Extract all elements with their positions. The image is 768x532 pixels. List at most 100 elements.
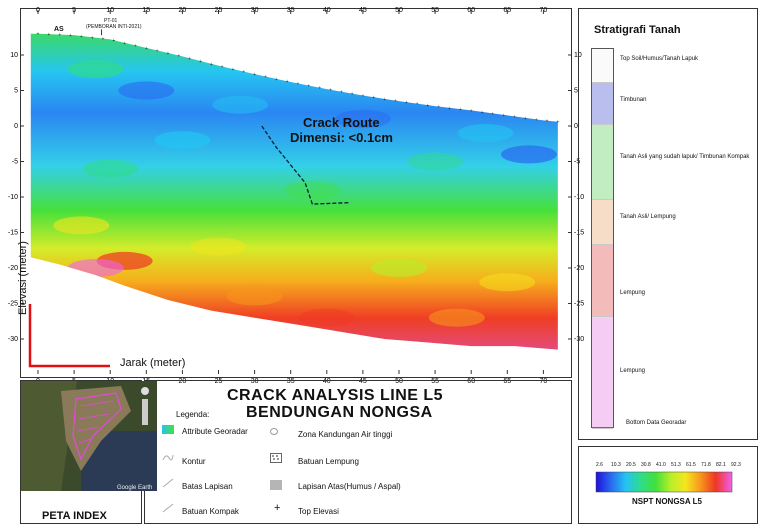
- peta-index-map: Google Earth: [21, 381, 157, 491]
- top-elevation-marker: +: [102, 37, 105, 43]
- strat-label-0: Top Soil/Humus/Tanah Lapuk: [620, 56, 699, 62]
- top-elevation-marker: +: [199, 59, 202, 65]
- legend-label: Attribute Georadar: [182, 427, 248, 436]
- texture-blob: [118, 81, 175, 100]
- top-elevation-marker: +: [318, 86, 321, 92]
- map-watermark: Google Earth: [117, 485, 152, 491]
- legend-label: Zona Kandungan Air tinggi: [298, 430, 393, 439]
- y-tick-label-left: 5: [14, 88, 18, 95]
- stratigrafi-layer: [592, 317, 613, 429]
- top-elevation-marker: +: [134, 43, 137, 49]
- y-tick-label-right: -25: [574, 301, 584, 308]
- colorbar-panel: [578, 446, 758, 524]
- texture-blob: [212, 95, 269, 114]
- top-elevation-marker: +: [535, 117, 538, 123]
- x-tick-label-bottom: 45: [359, 378, 367, 385]
- colorbar-tick-label: 41.0: [656, 462, 666, 468]
- x-tick-label-top: 50: [395, 7, 403, 14]
- texture-blob: [298, 308, 355, 327]
- top-elevation-marker: +: [264, 75, 267, 81]
- y-tick-label-right: 5: [574, 88, 578, 95]
- colorbar-tick-label: 30.8: [641, 462, 651, 468]
- colorbar-tick-label: 2.6: [596, 462, 603, 468]
- colorbar-title: NSPT NONGSA L5: [632, 497, 702, 506]
- y-tick-label-right: -15: [574, 230, 584, 237]
- legend-title: Legenda:: [176, 410, 210, 419]
- top-elevation-marker: +: [145, 46, 148, 52]
- line-start-label: AS: [54, 26, 64, 33]
- y-tick-label-left: 0: [14, 123, 18, 130]
- stratigrafi-panel: [578, 8, 758, 440]
- y-tick-label-left: -20: [8, 265, 18, 272]
- legend-label: Top Elevasi: [298, 507, 339, 516]
- colorbar-tick-label: 51.3: [671, 462, 681, 468]
- plus-icon: +: [274, 502, 281, 514]
- top-elevation-marker: +: [242, 70, 245, 76]
- texture-blob: [457, 124, 514, 143]
- crack-dimension-label: Dimensi: <0.1cm: [290, 130, 393, 145]
- x-tick-label-bottom: 60: [467, 378, 475, 385]
- y-axis-label: Elevasi (meter): [17, 241, 29, 315]
- legend-label: Lapisan Atas(Humus / Aspal): [298, 482, 401, 491]
- texture-blob: [226, 287, 283, 306]
- texture-blob: [371, 259, 427, 277]
- top-elevation-marker: +: [112, 38, 115, 44]
- y-tick-label-right: -5: [574, 159, 580, 166]
- peta-index-label: PETA INDEX: [42, 510, 107, 522]
- chart-subtitle: BENDUNGAN NONGSA: [246, 404, 433, 421]
- texture-blob: [154, 131, 211, 150]
- x-tick-label-top: 25: [215, 7, 223, 14]
- colorbar-tick-label: 61.5: [686, 462, 696, 468]
- stratigrafi-title: Stratigrafi Tanah: [594, 24, 681, 36]
- crack-route-line: [261, 125, 349, 205]
- x-tick-label-top: 65: [503, 7, 511, 14]
- clay-rock-icon: [270, 453, 282, 463]
- x-tick-label-top: 10: [106, 7, 114, 14]
- scale-bar: [28, 304, 110, 368]
- top-elevation-marker: +: [286, 79, 289, 85]
- top-elevation-marker: +: [351, 92, 354, 98]
- strat-bottom-label: Bottom Data Georadar: [626, 420, 687, 426]
- y-tick-label-left: -15: [8, 230, 18, 237]
- stratigrafi-layer: [592, 49, 613, 83]
- texture-blob: [67, 259, 124, 277]
- texture-blob: [53, 216, 110, 235]
- borehole-note: (PEMBORAN INTI-2021): [86, 24, 142, 30]
- strat-label-2: Tanah Asli yang sudah lapuk/ Timbunan Ko…: [620, 154, 750, 160]
- texture-blob: [334, 109, 391, 128]
- top-elevation-marker: +: [69, 33, 72, 39]
- top-elevation-marker: +: [47, 32, 50, 38]
- y-tick-label-left: -5: [12, 159, 18, 166]
- top-elevation-marker: +: [513, 114, 516, 120]
- top-elevation-marker: +: [37, 32, 40, 38]
- top-elevation-marker: +: [329, 88, 332, 94]
- top-elevation-marker: +: [177, 54, 180, 60]
- y-tick-label-left: -25: [8, 301, 18, 308]
- x-tick-label-bottom: 35: [287, 378, 295, 385]
- top-elevation-marker: +: [296, 81, 299, 87]
- water-zone-icon: [270, 428, 278, 435]
- y-tick-label-right: 10: [574, 52, 582, 59]
- top-elevation-marker: +: [394, 99, 397, 105]
- x-tick-label-top: 35: [287, 7, 295, 14]
- x-tick-label-top: 20: [179, 7, 187, 14]
- texture-blob: [428, 308, 485, 327]
- x-tick-label-top: 0: [36, 7, 40, 14]
- top-elevation-marker: +: [275, 77, 278, 83]
- compact-rock-icon: [162, 503, 174, 513]
- strat-label-3: Tanah Asli/ Lempung: [620, 214, 676, 220]
- top-elevation-marker: +: [123, 41, 126, 47]
- top-elevation-marker: +: [91, 35, 94, 41]
- legend-label: Batuan Kompak: [182, 507, 239, 516]
- top-elevation-marker: +: [372, 95, 375, 101]
- y-tick-label-left: -10: [8, 194, 18, 201]
- top-elevation-marker: +: [361, 93, 364, 99]
- legend-label: Kontur: [182, 457, 206, 466]
- x-tick-label-bottom: 70: [540, 378, 548, 385]
- x-tick-label-bottom: 40: [323, 378, 331, 385]
- texture-blob: [479, 273, 536, 292]
- y-tick-label-right: -30: [574, 336, 584, 343]
- texture-blob: [190, 237, 247, 256]
- top-elevation-marker: +: [437, 105, 440, 111]
- top-elevation-marker: +: [416, 102, 419, 108]
